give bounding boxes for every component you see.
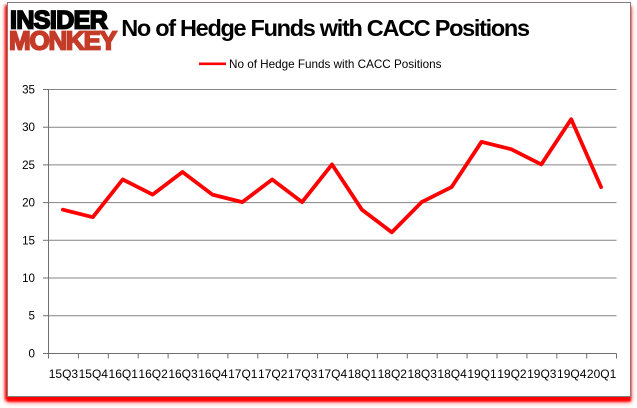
- svg-text:INSIDER: INSIDER: [10, 7, 108, 35]
- svg-text:20Q1: 20Q1: [587, 367, 617, 381]
- svg-text:5: 5: [29, 310, 35, 323]
- svg-text:30: 30: [22, 121, 35, 134]
- svg-text:16Q4: 16Q4: [198, 367, 228, 381]
- svg-text:35: 35: [22, 84, 35, 97]
- svg-text:25: 25: [22, 159, 35, 172]
- svg-text:No of Hedge Funds with CACC Po: No of Hedge Funds with CACC Positions: [229, 58, 442, 71]
- svg-text:16Q1: 16Q1: [109, 367, 139, 381]
- svg-text:17Q4: 17Q4: [318, 367, 348, 381]
- svg-text:18Q3: 18Q3: [408, 367, 438, 381]
- svg-text:15Q3: 15Q3: [49, 367, 79, 381]
- svg-text:15Q4: 15Q4: [79, 367, 109, 381]
- svg-text:MONKEY: MONKEY: [9, 26, 117, 56]
- svg-text:15: 15: [22, 234, 35, 247]
- svg-text:0: 0: [29, 347, 35, 360]
- svg-text:19Q4: 19Q4: [557, 367, 587, 381]
- svg-text:20: 20: [22, 197, 35, 210]
- svg-text:No of Hedge Funds with CACC Po: No of Hedge Funds with CACC Positions: [121, 15, 530, 41]
- svg-text:16Q3: 16Q3: [168, 367, 198, 381]
- svg-text:17Q2: 17Q2: [258, 367, 288, 381]
- svg-text:19Q1: 19Q1: [467, 367, 497, 381]
- svg-text:18Q4: 18Q4: [437, 367, 467, 381]
- svg-text:17Q3: 17Q3: [288, 367, 318, 381]
- svg-text:18Q2: 18Q2: [378, 367, 408, 381]
- svg-text:19Q3: 19Q3: [527, 367, 557, 381]
- svg-text:19Q2: 19Q2: [497, 367, 527, 381]
- svg-text:17Q1: 17Q1: [228, 367, 258, 381]
- svg-text:18Q1: 18Q1: [348, 367, 378, 381]
- svg-text:10: 10: [22, 272, 35, 285]
- svg-text:16Q2: 16Q2: [138, 367, 168, 381]
